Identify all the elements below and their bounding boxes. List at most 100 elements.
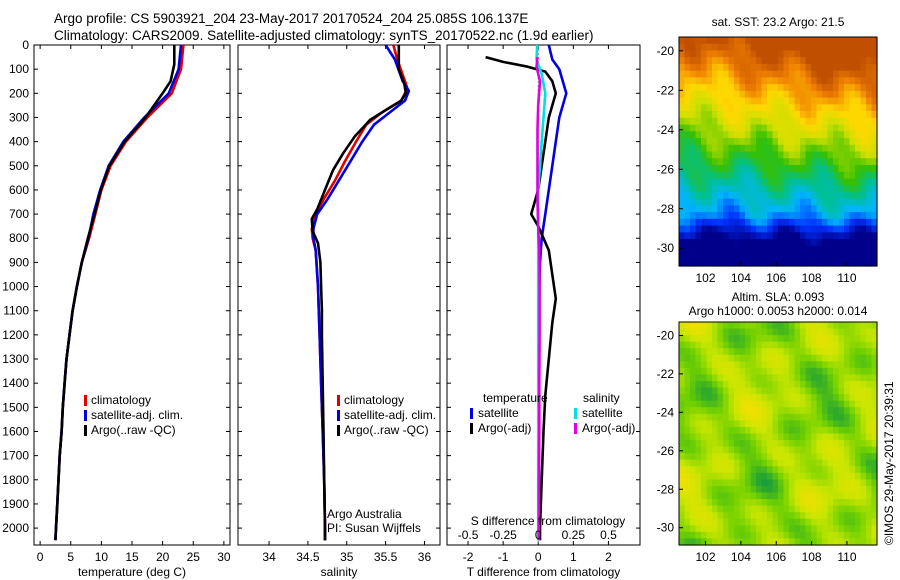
- heatmap-cell: [811, 171, 818, 180]
- heatmap-cell: [778, 492, 785, 500]
- x-top-tick-label: 0.5: [600, 528, 617, 542]
- heatmap-cell: [783, 90, 790, 99]
- heatmap-cell: [739, 232, 746, 240]
- heatmap-cell: [690, 341, 697, 349]
- heatmap-cell: [717, 124, 724, 132]
- heatmap-cell: [866, 138, 873, 146]
- heatmap-cell: [822, 259, 829, 267]
- heatmap-cell: [844, 205, 851, 213]
- heatmap-cell: [789, 151, 796, 159]
- heatmap-cell: [822, 531, 829, 540]
- heatmap-cell: [712, 191, 719, 200]
- heatmap-cell: [767, 185, 774, 193]
- heatmap-cell: [778, 218, 785, 227]
- heatmap-cell: [767, 158, 774, 166]
- heatmap-cell: [783, 453, 790, 461]
- imos-stamp: ©IMOS 29-May-2017 20:39:31: [882, 381, 896, 545]
- heatmap-cell: [778, 472, 785, 481]
- heatmap-cell: [717, 117, 724, 126]
- heatmap-cell: [761, 381, 768, 389]
- heatmap-cell: [816, 232, 823, 240]
- heatmap-cell: [833, 205, 840, 213]
- heatmap-cell: [761, 348, 768, 356]
- heatmap-cell: [739, 466, 746, 474]
- heatmap-cell: [860, 453, 867, 461]
- heatmap-cell: [866, 440, 873, 448]
- heatmap-cell: [701, 367, 708, 376]
- heatmap-cell: [723, 158, 730, 166]
- heatmap-cell: [739, 77, 746, 85]
- heatmap-cell: [866, 518, 873, 526]
- heatmap-cell: [723, 77, 730, 85]
- heatmap-cell: [838, 354, 845, 362]
- heatmap-cell: [866, 158, 873, 166]
- heatmap-cell: [723, 104, 730, 112]
- heatmap-cell: [805, 433, 812, 441]
- heatmap-cell: [822, 131, 829, 139]
- heatmap-cell: [794, 178, 801, 186]
- heatmap-cell: [816, 171, 823, 180]
- heatmap-cell: [756, 335, 763, 343]
- heatmap-cell: [734, 505, 741, 513]
- heatmap-cell: [822, 505, 829, 513]
- heatmap-cell: [684, 245, 691, 254]
- heatmap-cell: [772, 43, 779, 52]
- heatmap-cell: [855, 440, 862, 448]
- heatmap-cell: [690, 138, 697, 146]
- heatmap-cell: [778, 381, 785, 389]
- heatmap-cell: [684, 459, 691, 467]
- x-tick-label: 20: [156, 550, 170, 564]
- heatmap-cell: [783, 259, 790, 267]
- heatmap-cell: [844, 57, 851, 65]
- heatmap-cell: [745, 43, 752, 52]
- heatmap-cell: [822, 354, 829, 362]
- heatmap-cell: [756, 322, 763, 330]
- heatmap-cell: [805, 538, 812, 546]
- heatmap-cell: [761, 232, 768, 240]
- heatmap-cell: [690, 505, 697, 513]
- heatmap-cell: [750, 57, 757, 65]
- heatmap-cell: [701, 374, 708, 382]
- heatmap-cell: [717, 413, 724, 421]
- heatmap-cell: [756, 426, 763, 435]
- heatmap-cell: [794, 144, 801, 153]
- heatmap-cell: [723, 420, 730, 428]
- heatmap-cell: [778, 485, 785, 494]
- heatmap-cell: [838, 492, 845, 500]
- heatmap-cell: [734, 479, 741, 487]
- heatmap-cell: [734, 252, 741, 260]
- heatmap-cell: [767, 322, 774, 330]
- heatmap-cell: [750, 138, 757, 146]
- heatmap-cell: [701, 259, 708, 267]
- heatmap-cell: [860, 77, 867, 85]
- heatmap-cell: [822, 525, 829, 533]
- heatmap-cell: [789, 138, 796, 146]
- heatmap-cell: [866, 492, 873, 500]
- heatmap-cell: [833, 354, 840, 362]
- heatmap-cell: [866, 43, 873, 52]
- heatmap-cell: [778, 394, 785, 402]
- heatmap-cell: [728, 164, 735, 173]
- heatmap-cell: [849, 104, 856, 112]
- heatmap-cell: [866, 420, 873, 428]
- heatmap-cell: [778, 459, 785, 467]
- heatmap-cell: [800, 164, 807, 173]
- heatmap-cell: [723, 485, 730, 494]
- heatmap-cell: [811, 111, 818, 119]
- heatmap-cell: [838, 232, 845, 240]
- heatmap-cell: [860, 63, 867, 72]
- heatmap-cell: [767, 171, 774, 180]
- heatmap-cell: [833, 466, 840, 474]
- heatmap-cell: [728, 420, 735, 428]
- heatmap-cell: [772, 387, 779, 395]
- heatmap-cell: [739, 97, 746, 105]
- heatmap-cell: [756, 459, 763, 467]
- heatmap-cell: [794, 512, 801, 520]
- heatmap-cell: [816, 374, 823, 382]
- heatmap-cell: [723, 70, 730, 79]
- heatmap-cell: [838, 407, 845, 415]
- heatmap-cell: [679, 57, 686, 65]
- heatmap-cell: [690, 218, 697, 227]
- heatmap-cell: [800, 387, 807, 395]
- heatmap-cell: [734, 43, 741, 52]
